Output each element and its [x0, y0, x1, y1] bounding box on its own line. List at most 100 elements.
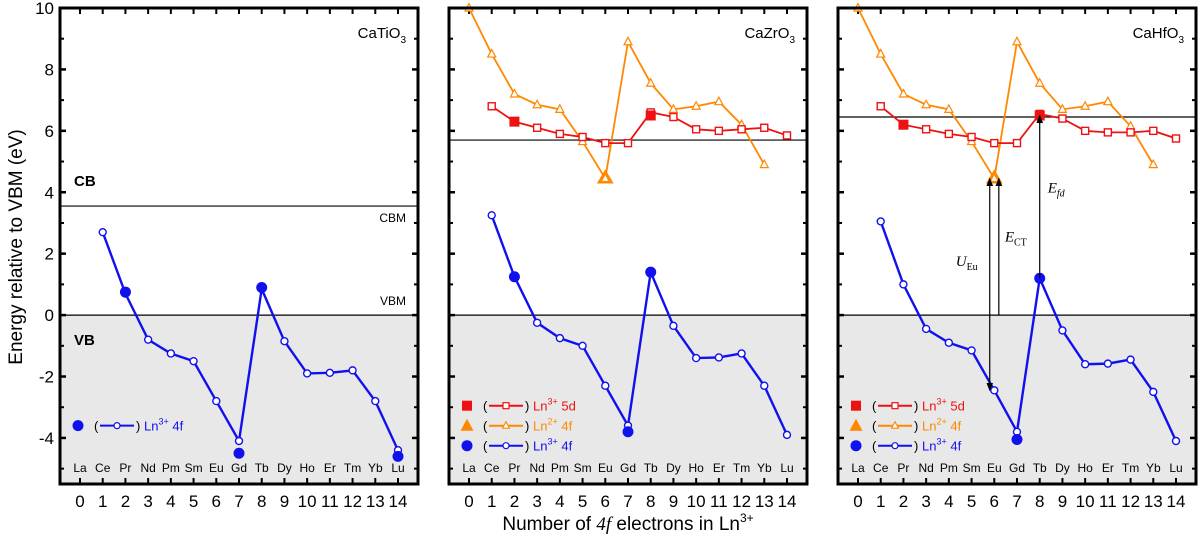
x-tick-label: 7	[1012, 492, 1021, 511]
data-point-4f	[166, 349, 176, 358]
panel-title: CaZrO3	[744, 25, 795, 46]
x-tick-label: 12	[732, 492, 751, 511]
x-tick-label: 13	[1144, 492, 1163, 511]
element-label: Yb	[757, 461, 772, 475]
legend-label-5d: Ln3+ 5d	[533, 397, 576, 414]
data-point-5d	[601, 138, 610, 148]
data-point-5d	[876, 102, 885, 111]
data-point-2plus	[1148, 158, 1159, 169]
x-tick-label: 11	[710, 492, 728, 511]
x-tick-label: 6	[212, 492, 221, 511]
legend-label-sup: 3+	[547, 437, 557, 447]
x-tick-label: 8	[257, 492, 266, 511]
element-label: Ho	[1077, 461, 1093, 475]
x-tick-label: 5	[189, 492, 198, 511]
data-point-4f	[371, 396, 380, 406]
legend-label-2plus: Ln2+ 4f	[533, 417, 573, 434]
x-label-part: Number of	[502, 514, 596, 535]
legend-label-4f: Ln3+ 4f	[144, 417, 184, 434]
experimental-point-4f	[508, 271, 520, 283]
experimental-point-4f	[392, 450, 404, 462]
legend-symbol-4f	[850, 440, 862, 452]
x-tick-label: 1	[487, 492, 496, 511]
legend-paren: )	[914, 399, 918, 414]
legend-label-4f: Ln3+ 4f	[533, 437, 573, 454]
legend-label-sup: 3+	[936, 397, 946, 407]
experimental-point-4f	[1011, 433, 1023, 445]
data-point-5d	[669, 112, 678, 122]
element-label: Gd	[620, 461, 636, 475]
annotation-ueu: UEu	[956, 254, 978, 273]
valence-band-region	[449, 315, 807, 484]
legend-paren: )	[914, 419, 918, 434]
element-label: Eu	[987, 461, 1002, 475]
cb-label: CB	[74, 173, 96, 190]
element-label: Pr	[119, 461, 131, 475]
element-label: Eu	[598, 461, 613, 475]
x-tick-label: 8	[1035, 492, 1044, 511]
panel-title-subscript: 3	[1178, 35, 1184, 46]
experimental-point-4f	[233, 447, 245, 459]
data-point-5d	[691, 125, 701, 134]
legend-symbol-5d	[851, 400, 861, 411]
x-tick-label: 13	[366, 492, 385, 511]
element-label: Er	[324, 461, 336, 475]
data-point-4f	[348, 366, 357, 375]
data-point-4f	[714, 353, 724, 362]
element-label: Nd	[529, 461, 544, 475]
data-point-2plus	[1034, 77, 1045, 87]
x-tick-label: 9	[280, 492, 289, 511]
element-label: Tb	[644, 461, 658, 475]
data-point-4f	[578, 341, 587, 351]
element-label: Ho	[299, 461, 315, 475]
data-point-4f	[487, 211, 496, 220]
x-tick-label: 3	[921, 492, 930, 511]
data-point-4f	[212, 396, 221, 406]
data-point-5d	[623, 138, 633, 148]
legend-symbol-4f	[72, 420, 84, 432]
legend-label-sup: 3+	[158, 417, 168, 427]
legend-label-suffix: 4f	[558, 439, 573, 454]
data-point-4f	[737, 349, 746, 358]
legend-marker-2plus	[501, 420, 511, 429]
legend-paren: )	[525, 419, 529, 434]
data-point-5d	[944, 129, 954, 139]
data-point-4f	[555, 333, 565, 343]
element-label: Dy	[277, 461, 292, 475]
experimental-point-2plus	[985, 169, 1003, 184]
legend-marker-4f	[891, 442, 899, 450]
element-label: Tm	[344, 461, 361, 475]
element-label: Pm	[551, 461, 569, 475]
panel-title: CaHfO3	[1133, 25, 1185, 46]
data-point-2plus	[759, 158, 770, 169]
experimental-point-2plus	[596, 169, 614, 184]
legend-paren: (	[872, 419, 877, 434]
data-point-4f	[189, 356, 198, 366]
data-point-4f	[1103, 359, 1113, 368]
x-tick-label: 1	[876, 492, 885, 511]
data-point-5d	[532, 123, 542, 132]
data-point-5d	[760, 123, 769, 132]
data-point-2plus	[898, 88, 909, 98]
cbm-label: CBM	[379, 211, 406, 225]
x-tick-label: 10	[298, 492, 317, 511]
valence-band-region	[838, 315, 1196, 484]
element-label: Tm	[733, 461, 750, 475]
data-point-4f	[302, 369, 312, 378]
x-tick-label: 2	[121, 492, 130, 511]
data-point-5d	[967, 132, 976, 142]
element-label: Dy	[666, 461, 681, 475]
legend-marker-4f	[113, 422, 121, 430]
data-point-4f	[1126, 355, 1135, 364]
data-point-2plus	[1012, 36, 1022, 46]
panel-cahfo3: 0 La 1 Ce 2 Pr 3 Nd 4 Pm 5 Sm 6 Eu 7 Gd 8 Tb 9 Dy 10 Ho 11 Er 12…	[836, 2, 1198, 511]
data-point-5d	[714, 126, 724, 136]
annotation-efd: Efd	[1047, 180, 1066, 199]
element-label: Pm	[940, 461, 958, 475]
legend-marker-2plus	[890, 420, 900, 429]
data-point-4f	[876, 217, 885, 226]
element-label: Ce	[484, 461, 500, 475]
x-tick-label: 1	[98, 492, 107, 511]
element-label: Ho	[688, 461, 704, 475]
y-axis-label: Energy relative to VBM (eV)	[6, 129, 27, 364]
